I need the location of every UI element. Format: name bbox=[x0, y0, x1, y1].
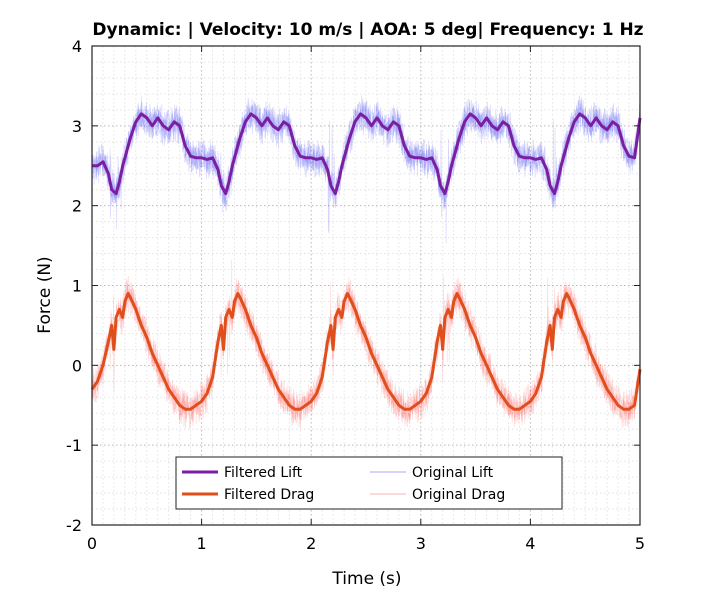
x-axis-label: Time (s) bbox=[331, 569, 401, 589]
legend-label: Original Lift bbox=[412, 465, 494, 481]
x-tick-label: 5 bbox=[635, 534, 645, 553]
y-tick-label: 0 bbox=[72, 356, 82, 375]
y-tick-label: 4 bbox=[72, 37, 82, 56]
y-tick-label: -1 bbox=[66, 436, 82, 455]
legend-label: Filtered Lift bbox=[224, 465, 303, 481]
x-tick-label: 0 bbox=[87, 534, 97, 553]
ticks: 0 1 2 3 4 5 -2 -1 0 1 2 3 4 bbox=[66, 37, 645, 553]
y-tick-label: -2 bbox=[66, 516, 82, 535]
legend-label: Filtered Drag bbox=[224, 487, 314, 503]
filtered-signal-layer bbox=[90, 112, 642, 411]
series-filtered-lift-line bbox=[92, 112, 642, 196]
y-axis-label: Force (N) bbox=[35, 256, 55, 333]
x-tick-label: 3 bbox=[416, 534, 426, 553]
y-tick-label: 2 bbox=[72, 197, 82, 216]
series-original-drag-line bbox=[91, 276, 641, 425]
y-tick-label: 1 bbox=[72, 277, 82, 296]
legend: Filtered Lift Original Lift Filtered Drag O… bbox=[175, 456, 563, 510]
x-tick-label: 1 bbox=[197, 534, 207, 553]
x-tick-label: 2 bbox=[306, 534, 316, 553]
legend-label: Original Drag bbox=[412, 487, 505, 503]
series-filtered-drag-line bbox=[90, 292, 642, 411]
y-tick-label: 3 bbox=[72, 117, 82, 136]
x-tick-label: 4 bbox=[525, 534, 535, 553]
chart-title: Dynamic: | Velocity: 10 m/s | AOA: 5 deg… bbox=[92, 20, 643, 40]
legend-box bbox=[175, 456, 563, 510]
